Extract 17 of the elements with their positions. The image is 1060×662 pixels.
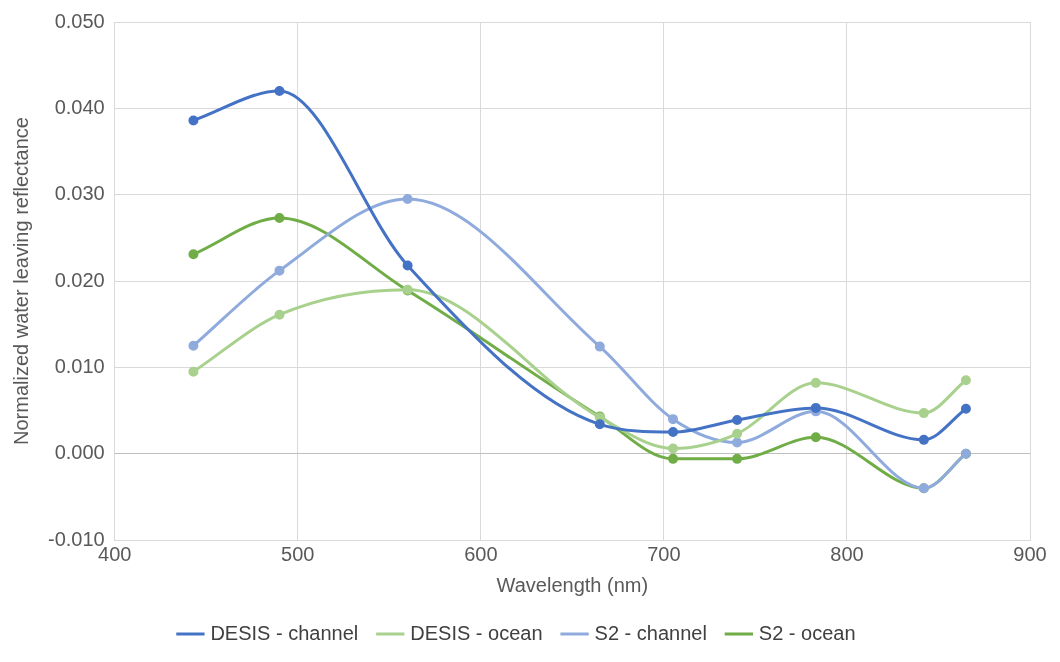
legend-label: S2 - ocean (758, 621, 856, 644)
x-tick-label: 900 (1013, 542, 1047, 565)
legend-label: DESIS - ocean (410, 621, 543, 644)
y-tick-label: 0.020 (54, 268, 105, 291)
y-tick-label: 0.000 (54, 441, 105, 464)
x-tick-label: 600 (464, 542, 498, 565)
x-axis-title: Wavelength (nm) (496, 573, 649, 596)
y-tick-label: 0.040 (54, 95, 105, 118)
x-tick-label: 800 (830, 542, 864, 565)
y-tick-label: 0.010 (54, 354, 105, 377)
y-tick-label: 0.050 (54, 9, 105, 32)
y-tick-label: 0.030 (54, 182, 105, 205)
x-tick-label: 500 (281, 542, 315, 565)
legend-label: DESIS - channel (210, 621, 359, 644)
y-axis-title: Normalized water leaving reflectance (9, 117, 32, 445)
x-tick-label: 700 (647, 542, 681, 565)
legend-label: S2 - channel (594, 621, 707, 644)
